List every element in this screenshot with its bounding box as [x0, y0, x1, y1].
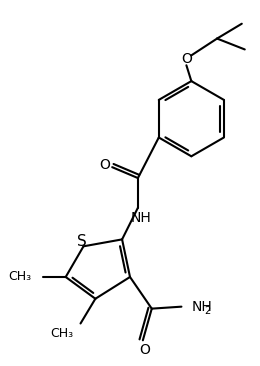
Text: O: O: [181, 52, 192, 66]
Text: O: O: [99, 158, 110, 172]
Text: NH: NH: [131, 210, 151, 225]
Text: S: S: [77, 234, 86, 249]
Text: 2: 2: [204, 306, 210, 315]
Text: CH₃: CH₃: [8, 270, 31, 284]
Text: CH₃: CH₃: [50, 327, 74, 340]
Text: NH: NH: [191, 300, 212, 314]
Text: O: O: [139, 343, 150, 357]
